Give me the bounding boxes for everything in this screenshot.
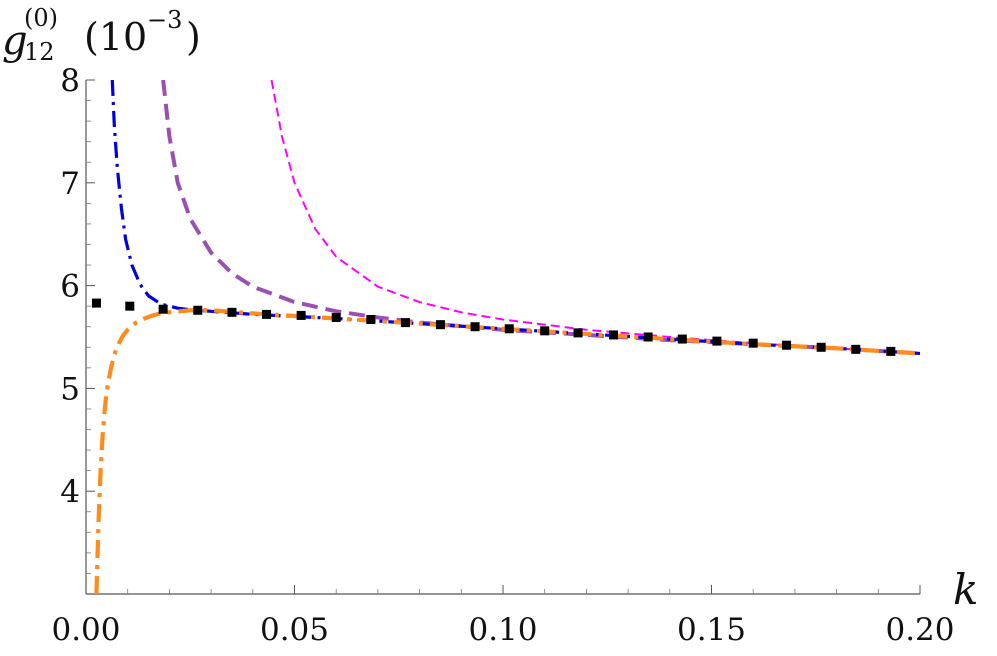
- data-point: [748, 338, 758, 348]
- data-point: [712, 336, 722, 346]
- x-tick-label: 0.05: [260, 612, 329, 648]
- data-point: [366, 315, 376, 325]
- y-tick-label: 4: [60, 474, 80, 510]
- x-tick-label: 0.15: [677, 612, 746, 648]
- data-point: [609, 330, 619, 340]
- y-tick-label: 5: [60, 371, 80, 407]
- data-point: [262, 309, 272, 319]
- data-point: [125, 301, 135, 311]
- data-point: [435, 320, 445, 330]
- data-point: [540, 326, 550, 336]
- data-point: [886, 346, 896, 356]
- data-point: [677, 334, 687, 344]
- y-label-units: (10: [84, 15, 147, 59]
- series-line-4: [94, 308, 920, 595]
- data-point: [782, 340, 792, 350]
- data-point: [400, 318, 410, 328]
- y-axis-label: g 12 (0) (10 −3 ): [2, 4, 201, 66]
- y-label-units-close: ): [186, 15, 201, 59]
- series-line-2: [161, 80, 920, 356]
- series-line-1: [270, 80, 920, 355]
- data-point: [470, 322, 480, 332]
- data-point: [573, 328, 583, 338]
- data-point: [91, 298, 101, 308]
- y-label-sup: (0): [24, 4, 58, 32]
- x-tick-label: 0.00: [51, 612, 120, 648]
- data-point: [851, 344, 861, 354]
- data-point: [158, 304, 168, 314]
- data-point: [504, 324, 514, 334]
- data-point: [331, 312, 341, 322]
- y-label-main: g: [2, 18, 28, 64]
- x-tick-label: 0.10: [468, 612, 537, 648]
- data-point: [193, 305, 203, 315]
- y-tick-label: 8: [60, 63, 80, 99]
- data-point: [643, 332, 653, 342]
- y-label-units-exp: −3: [147, 6, 182, 34]
- x-tick-label: 0.20: [885, 612, 954, 648]
- y-label-sub: 12: [24, 38, 55, 66]
- data-point: [296, 310, 306, 320]
- data-point: [816, 342, 826, 352]
- y-tick-label: 7: [60, 166, 80, 202]
- y-tick-label: 6: [60, 269, 80, 305]
- x-axis-label: k: [953, 565, 978, 614]
- data-point: [227, 307, 237, 317]
